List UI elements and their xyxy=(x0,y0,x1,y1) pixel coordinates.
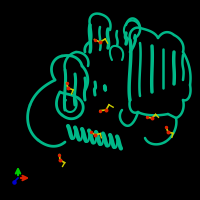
Point xyxy=(93,133,97,137)
Point xyxy=(58,153,61,156)
Point xyxy=(58,158,62,162)
Point xyxy=(98,40,102,44)
Point xyxy=(145,116,149,119)
Point xyxy=(65,81,68,84)
Point xyxy=(66,86,70,90)
Point xyxy=(104,108,108,112)
Point xyxy=(12,180,16,184)
Point xyxy=(165,126,168,129)
Point xyxy=(150,116,154,120)
Point xyxy=(166,130,170,134)
Point xyxy=(89,130,92,133)
Point xyxy=(98,109,102,112)
Point xyxy=(93,38,96,41)
